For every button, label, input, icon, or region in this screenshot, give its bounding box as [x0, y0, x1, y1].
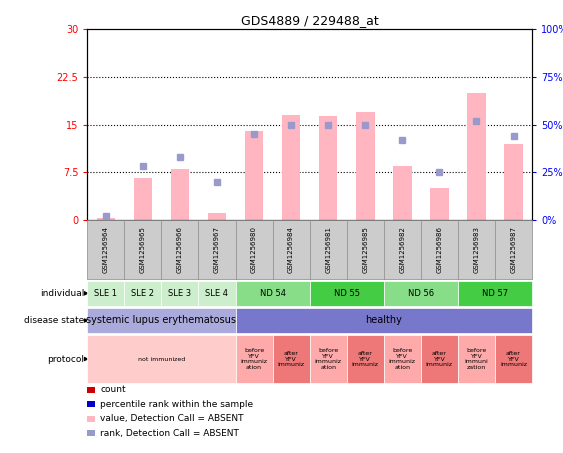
Text: GSM1256964: GSM1256964	[103, 226, 109, 273]
Text: ND 56: ND 56	[408, 289, 434, 298]
Text: GSM1256987: GSM1256987	[511, 226, 516, 273]
Text: after
YFV
immuniz: after YFV immuniz	[426, 351, 453, 367]
Text: SLE 4: SLE 4	[205, 289, 229, 298]
Text: systemic lupus erythematosus: systemic lupus erythematosus	[86, 315, 236, 326]
Text: SLE 1: SLE 1	[94, 289, 117, 298]
Text: GSM1256982: GSM1256982	[399, 226, 405, 273]
Text: GSM1256981: GSM1256981	[325, 226, 331, 273]
Text: after
YFV
immuniz: after YFV immuniz	[278, 351, 305, 367]
Text: individual: individual	[40, 289, 84, 298]
Text: GSM1256985: GSM1256985	[362, 226, 368, 273]
Text: before
YFV
immuniz
ation: before YFV immuniz ation	[240, 348, 267, 370]
Text: GSM1256984: GSM1256984	[288, 226, 294, 273]
Text: value, Detection Call = ABSENT: value, Detection Call = ABSENT	[100, 414, 244, 423]
Text: SLE 2: SLE 2	[131, 289, 154, 298]
Text: GSM1256967: GSM1256967	[214, 226, 220, 273]
Bar	[282, 115, 301, 220]
Text: healthy: healthy	[365, 315, 402, 326]
Text: not immunized: not immunized	[138, 357, 185, 361]
Text: SLE 3: SLE 3	[168, 289, 191, 298]
Bar	[356, 112, 374, 220]
Text: percentile rank within the sample: percentile rank within the sample	[100, 400, 253, 409]
Text: ND 54: ND 54	[260, 289, 285, 298]
Text: disease state: disease state	[24, 316, 84, 325]
Title: GDS4889 / 229488_at: GDS4889 / 229488_at	[241, 14, 378, 27]
Text: GSM1256983: GSM1256983	[473, 226, 480, 273]
Text: GSM1256986: GSM1256986	[436, 226, 443, 273]
Text: GSM1256980: GSM1256980	[251, 226, 257, 273]
Text: count: count	[100, 385, 126, 394]
Text: GSM1256965: GSM1256965	[140, 226, 146, 273]
Bar	[133, 178, 152, 220]
Text: ND 55: ND 55	[334, 289, 360, 298]
Bar	[208, 213, 226, 220]
Text: before
YFV
immuniz
ation: before YFV immuniz ation	[389, 348, 416, 370]
Text: before
YFV
immuniz
ation: before YFV immuniz ation	[315, 348, 342, 370]
Text: rank, Detection Call = ABSENT: rank, Detection Call = ABSENT	[100, 429, 239, 438]
Text: ND 57: ND 57	[482, 289, 508, 298]
Bar	[467, 93, 486, 220]
Bar	[319, 116, 337, 220]
Bar	[96, 218, 115, 220]
Text: after
YFV
immuniz: after YFV immuniz	[500, 351, 527, 367]
Bar	[504, 144, 523, 220]
Text: GSM1256966: GSM1256966	[177, 226, 183, 273]
Bar	[171, 169, 189, 220]
Text: before
YFV
immuni
zation: before YFV immuni zation	[464, 348, 488, 370]
Bar	[430, 188, 449, 220]
Bar	[245, 131, 263, 220]
Text: after
YFV
immuniz: after YFV immuniz	[352, 351, 379, 367]
Text: protocol: protocol	[47, 355, 84, 363]
Bar	[393, 166, 412, 220]
